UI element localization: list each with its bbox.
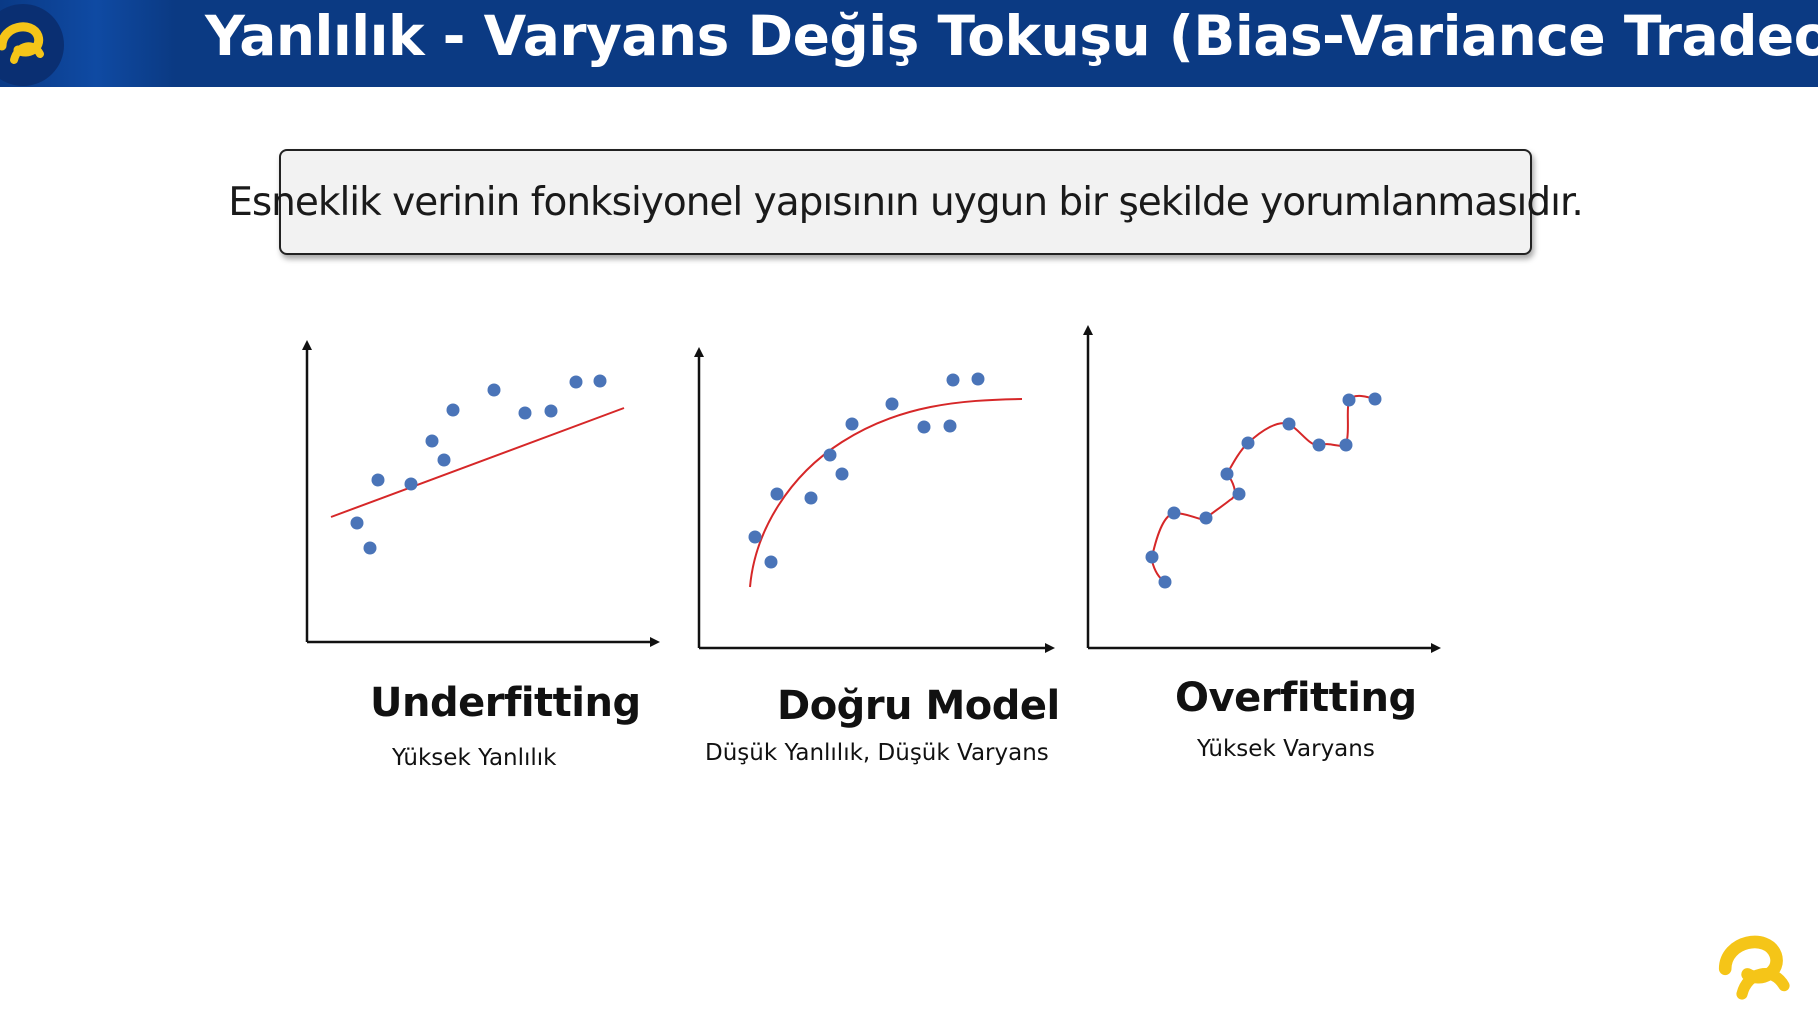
data-points (748, 372, 985, 569)
data-point (748, 530, 762, 544)
data-point (1241, 436, 1255, 450)
data-point (1199, 511, 1213, 525)
data-point (593, 374, 607, 388)
data-point (437, 453, 451, 467)
turkcell-logo-icon (0, 22, 44, 64)
data-point (1312, 438, 1326, 452)
underfitting-title: Underfitting (370, 680, 641, 726)
data-point (1282, 417, 1296, 431)
data-point (363, 541, 377, 555)
turkcell-logo-icon (1718, 935, 1790, 1000)
data-points (350, 374, 607, 555)
data-point (917, 420, 931, 434)
data-point (804, 491, 818, 505)
data-point (823, 448, 837, 462)
data-point (1232, 487, 1246, 501)
data-point (1342, 393, 1356, 407)
fit-curve (749, 398, 1023, 588)
data-point (350, 516, 364, 530)
data-point (1368, 392, 1382, 406)
underfitting-subtitle: Yüksek Yanlılık (392, 745, 557, 771)
data-point (946, 373, 960, 387)
underfitting-plot (302, 340, 660, 647)
data-point (770, 487, 784, 501)
overfitting-plot (1083, 325, 1441, 653)
data-point (446, 403, 460, 417)
data-point (1158, 575, 1172, 589)
header-bar: Yanlılık - Varyans Değiş Tokuşu (Bias-Va… (0, 0, 1818, 87)
data-point (425, 434, 439, 448)
data-point (885, 397, 899, 411)
data-point (1339, 438, 1353, 452)
data-point (1220, 467, 1234, 481)
overfitting-subtitle: Yüksek Varyans (1197, 736, 1375, 762)
header-logo-area (0, 0, 175, 87)
good-model-subtitle: Düşük Yanlılık, Düşük Varyans (705, 740, 1049, 766)
definition-text: Esneklik verinin fonksiyonel yapısının u… (228, 179, 1584, 225)
data-point (544, 404, 558, 418)
data-point (764, 555, 778, 569)
overfitting-title: Overfitting (1175, 675, 1417, 721)
data-point (371, 473, 385, 487)
data-point (518, 406, 532, 420)
data-point (487, 383, 501, 397)
data-point (943, 419, 957, 433)
fit-curve (1150, 394, 1376, 583)
page-title: Yanlılık - Varyans Değiş Tokuşu (Bias-Va… (205, 4, 1818, 68)
data-point (569, 375, 583, 389)
data-point (1145, 550, 1159, 564)
data-point (835, 467, 849, 481)
data-point (971, 372, 985, 386)
definition-box: Esneklik verinin fonksiyonel yapısının u… (228, 149, 1584, 255)
data-point (404, 477, 418, 491)
good-model-title: Doğru Model (777, 683, 1060, 729)
good-fit-plot (694, 347, 1055, 653)
data-point (845, 417, 859, 431)
data-point (1167, 506, 1181, 520)
fit-line (330, 407, 625, 518)
data-points (1145, 392, 1382, 589)
